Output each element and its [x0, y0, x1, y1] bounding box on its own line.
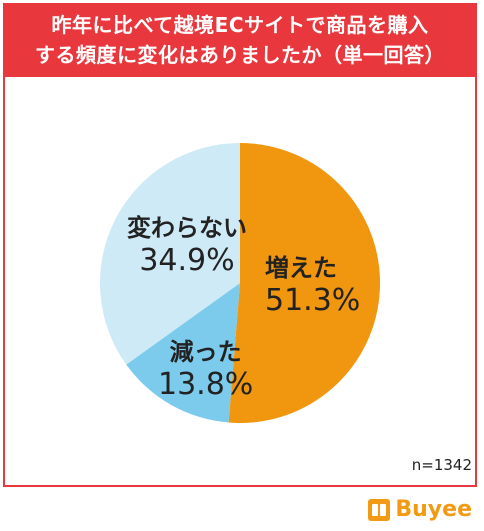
- sample-size-note: n=1342: [411, 456, 472, 474]
- chart-title: 昨年に比べて越境ECサイトで商品を購入 する頻度に変化はありましたか（単一回答）: [3, 3, 477, 77]
- label-decreased: 減った 13.8%: [158, 337, 253, 403]
- title-line-1: 昨年に比べて越境ECサイトで商品を購入: [51, 13, 429, 37]
- slice-unchanged: [99, 143, 240, 365]
- slice-label: 増えた: [265, 254, 337, 282]
- brand-logo: Buyee: [368, 497, 472, 522]
- slice-increased: [228, 143, 381, 424]
- brand-name: Buyee: [395, 497, 472, 522]
- slice-decreased: [126, 283, 240, 423]
- slice-label: 変わらない: [127, 214, 247, 242]
- slice-value: 13.8%: [158, 367, 254, 402]
- label-unchanged: 変わらない 34.9%: [127, 213, 247, 279]
- label-increased: 増えた 51.3%: [265, 253, 360, 319]
- title-line-2: する頻度に変化はありましたか（単一回答）: [35, 43, 445, 67]
- slice-value: 51.3%: [265, 283, 361, 318]
- slice-label: 減った: [169, 338, 242, 366]
- slice-value: 34.9%: [139, 243, 235, 278]
- buyee-logo-icon: [368, 498, 391, 521]
